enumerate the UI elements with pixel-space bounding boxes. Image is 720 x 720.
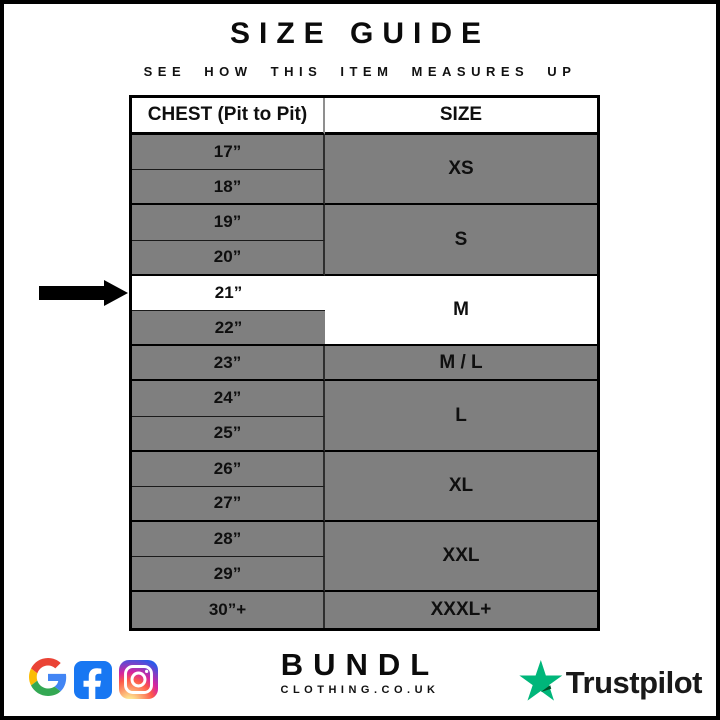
chest-cell-28: 28” [132, 522, 325, 558]
size-cell-s: S [325, 205, 597, 276]
size-cell-xxxl: XXXL+ [325, 592, 597, 628]
size-cell-xxl: XXL [325, 522, 597, 593]
chest-cell-24: 24” [132, 381, 325, 417]
chest-cell-20: 20” [132, 240, 325, 276]
facebook-icon [74, 660, 112, 699]
size-cell-m-l: M / L [325, 346, 597, 382]
chest-cell-27: 27” [132, 486, 325, 523]
page-title: SIZE GUIDE [229, 17, 491, 50]
column-header-chest: CHEST (Pit to Pit) [132, 98, 325, 135]
chest-cell-21-highlighted: 21” [132, 275, 325, 311]
page-subtitle: SEE HOW THIS ITEM MEASURES UP [143, 64, 577, 79]
size-cell-l: L [325, 381, 597, 452]
chest-cell-22: 22” [132, 310, 325, 347]
trustpilot-star-icon [519, 659, 563, 707]
column-header-size: SIZE [325, 98, 597, 135]
trustpilot-logo: Trustpilot [519, 659, 703, 707]
brand-subtext: CLOTHING.CO.UK [280, 684, 440, 696]
size-cell-xs: XS [325, 135, 597, 206]
social-icons-group [29, 658, 158, 701]
chest-cell-23: 23” [132, 346, 325, 382]
size-cell-m-highlighted: M [325, 275, 597, 347]
chest-cell-29: 29” [132, 557, 325, 593]
chest-cell-30plus: 30”+ [132, 592, 325, 628]
brand-name: BUNDL [280, 647, 440, 682]
chest-cell-26: 26” [132, 451, 325, 487]
chest-cell-18: 18” [132, 170, 325, 206]
chest-cell-25: 25” [132, 416, 325, 452]
size-cell-xl: XL [325, 451, 597, 523]
highlight-arrow-icon [39, 286, 105, 300]
chest-cell-19: 19” [132, 205, 325, 241]
instagram-icon [119, 660, 158, 699]
brand-logo: BUNDL CLOTHING.CO.UK [4, 647, 716, 697]
size-table: CHEST (Pit to Pit) SIZE 17” 18” 19” 20” … [129, 95, 600, 631]
google-icon [29, 658, 67, 701]
chest-cell-17: 17” [132, 135, 325, 171]
highlight-arrow-head-icon [104, 280, 128, 306]
trustpilot-wordmark: Trustpilot [565, 665, 703, 700]
